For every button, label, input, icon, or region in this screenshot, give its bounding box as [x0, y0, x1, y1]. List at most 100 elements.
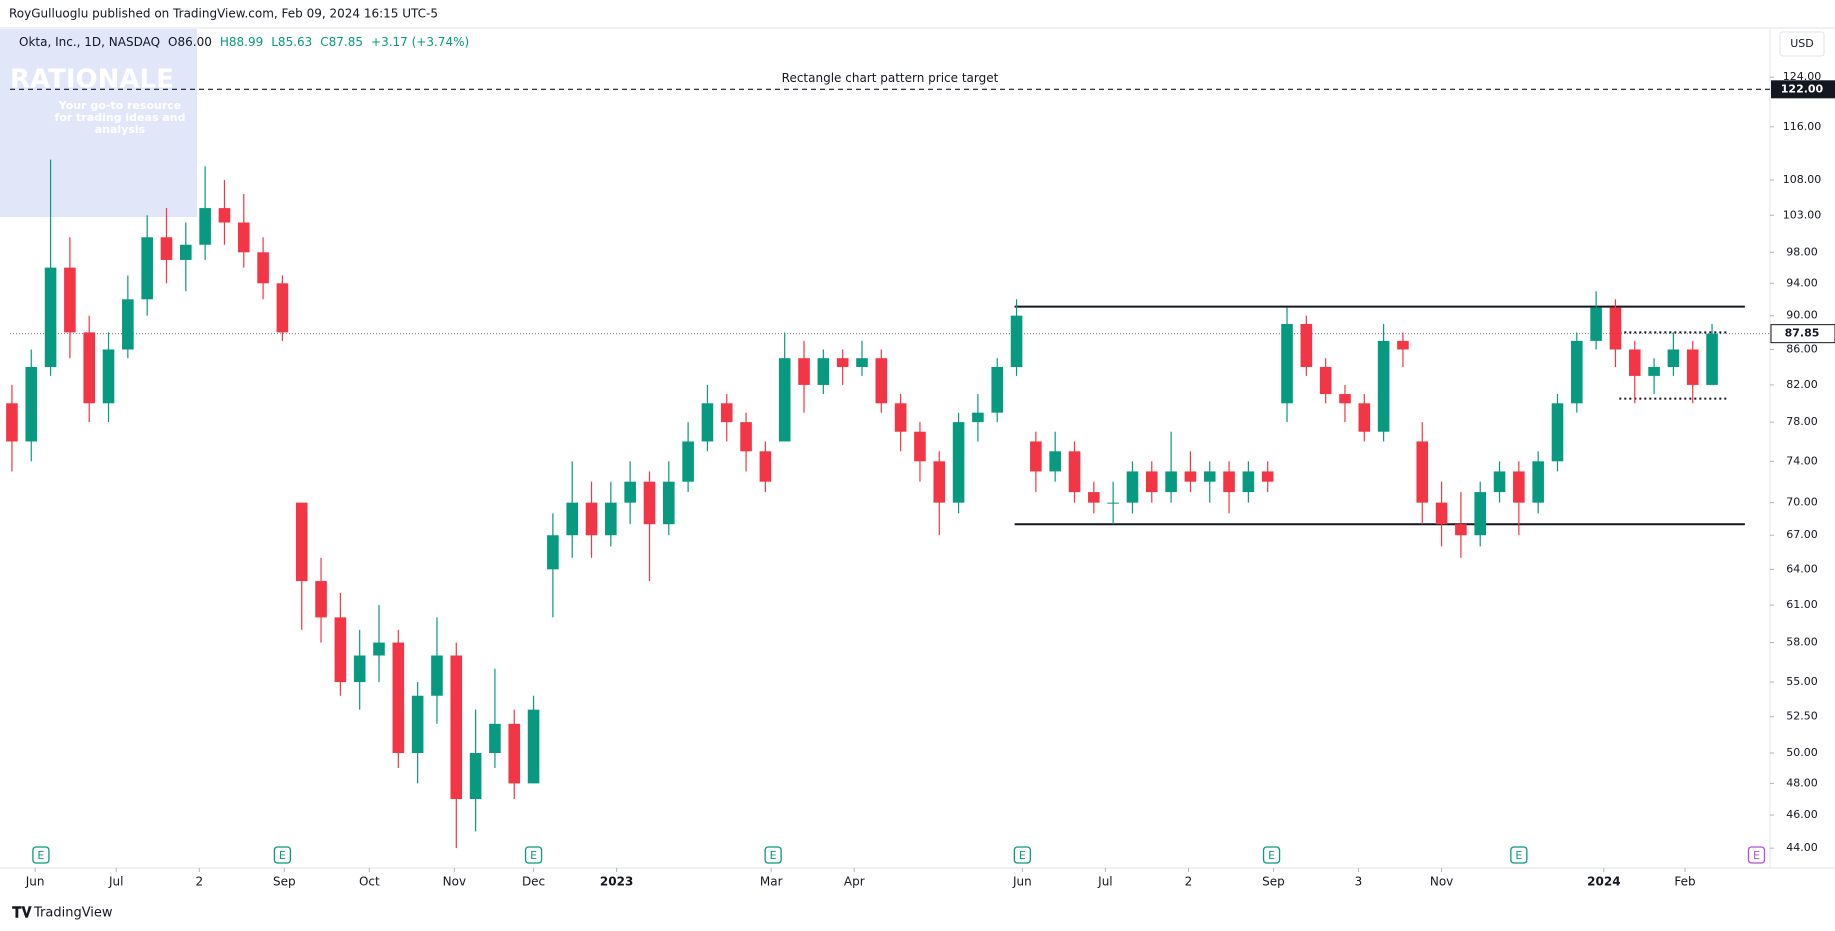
earnings-marker: [524, 846, 543, 864]
candle-body: [1416, 441, 1429, 503]
candle-body: [1068, 451, 1081, 493]
x-tick-label: Nov: [1430, 875, 1453, 889]
candle-body: [1532, 461, 1544, 503]
earnings-marker: [1262, 846, 1281, 864]
footer: TradingView: [33, 906, 113, 921]
candle-body: [353, 655, 366, 683]
candle-body: [1590, 307, 1602, 341]
candle-body: [257, 252, 269, 284]
x-tick-label: Sep: [1262, 875, 1285, 889]
earnings-label: E: [1515, 849, 1522, 862]
candle-body: [141, 237, 153, 300]
y-tick-label: 82.00: [1786, 378, 1818, 391]
last-price-label: 87.85: [1785, 327, 1820, 340]
candle-body: [972, 412, 984, 423]
candle-body: [180, 244, 192, 260]
candle-body: [682, 441, 694, 482]
earnings-marker: [32, 846, 50, 864]
candle-body: [952, 422, 965, 503]
candle-body: [1706, 333, 1718, 385]
candle-body: [83, 332, 96, 404]
candle-body: [836, 358, 849, 367]
y-tick-label: 98.00: [1786, 245, 1818, 258]
earnings-marker: [764, 846, 782, 864]
candle-body: [1261, 471, 1274, 482]
candle-body: [720, 403, 733, 423]
legend-value: +3.17 (+3.74%): [371, 35, 469, 49]
candle-body: [1300, 323, 1313, 367]
candle-body: [1184, 471, 1197, 482]
earnings-label: E: [530, 849, 537, 862]
candle-body: [1088, 492, 1100, 503]
candle-body: [1435, 502, 1448, 525]
y-tick-label: 94.00: [1786, 276, 1818, 289]
candle-body: [508, 723, 521, 784]
candle-body: [1628, 349, 1641, 376]
x-tick-label: Apr: [844, 875, 865, 889]
y-tick-label: 103.00: [1783, 208, 1822, 221]
candle-body: [527, 709, 540, 784]
y-tick-label: 61.00: [1786, 598, 1818, 611]
y-tick-label: 44.00: [1786, 841, 1818, 854]
earnings-marker: [1747, 846, 1766, 864]
earnings-marker: [1013, 846, 1031, 864]
earnings-label: E: [1753, 849, 1760, 862]
candle-body: [991, 366, 1004, 413]
candle-body: [102, 349, 115, 404]
candle-body: [914, 431, 926, 462]
watermark-tagline: Your go-to resource for trading ideas an…: [54, 100, 186, 136]
earnings-marker: [273, 846, 292, 864]
candle-body: [1493, 471, 1506, 493]
candle-body: [160, 237, 173, 260]
candle-body: [295, 502, 308, 582]
candle-body: [933, 461, 946, 503]
candle-body: [1281, 323, 1293, 404]
earnings-label: E: [770, 849, 777, 862]
x-tick-label: Jul: [1097, 875, 1112, 889]
candle-body: [44, 267, 57, 367]
y-tick-label: 67.00: [1786, 528, 1818, 541]
currency[interactable]: USD: [1790, 37, 1814, 50]
candle-body: [798, 358, 810, 385]
x-tick-label: 2: [1185, 875, 1193, 889]
candle-body: [392, 642, 405, 754]
candle-body: [1474, 492, 1487, 536]
candle-body: [740, 422, 752, 452]
target-price-box: [1771, 80, 1835, 99]
currency-button[interactable]: [1779, 31, 1825, 57]
candle-body: [411, 695, 424, 754]
legend-value: L85.63: [271, 35, 312, 49]
candle-body: [1223, 471, 1235, 493]
candle-body: [218, 208, 231, 223]
candle-body: [1145, 471, 1158, 493]
candle-body: [1242, 471, 1255, 493]
candle-body: [547, 535, 559, 570]
candle-body: [1571, 340, 1583, 404]
candle-body: [276, 283, 289, 333]
candle-body: [566, 502, 578, 536]
candle-body: [605, 502, 617, 536]
candle-body: [662, 481, 675, 525]
x-tick-label: Oct: [359, 875, 380, 889]
earnings-label: E: [279, 849, 286, 862]
candle-body: [1397, 340, 1409, 350]
x-tick-label: Mar: [760, 875, 783, 889]
candle-body: [1686, 349, 1699, 385]
candle-body: [1010, 315, 1023, 367]
candle-body: [1049, 451, 1061, 472]
candle-body: [1203, 471, 1216, 482]
candle-body: [1358, 403, 1371, 432]
earnings-label: E: [1268, 849, 1275, 862]
candle-body: [1339, 394, 1351, 404]
candle-body: [6, 403, 18, 442]
y-tick-label: 58.00: [1786, 636, 1818, 649]
candle-body: [1377, 340, 1390, 432]
watermark-box: [0, 29, 197, 217]
candle-body: [1165, 471, 1177, 493]
candle-body: [1648, 366, 1660, 376]
candle-body: [759, 451, 772, 482]
y-tick-label: 48.00: [1786, 776, 1818, 789]
candle-body: [585, 502, 598, 536]
